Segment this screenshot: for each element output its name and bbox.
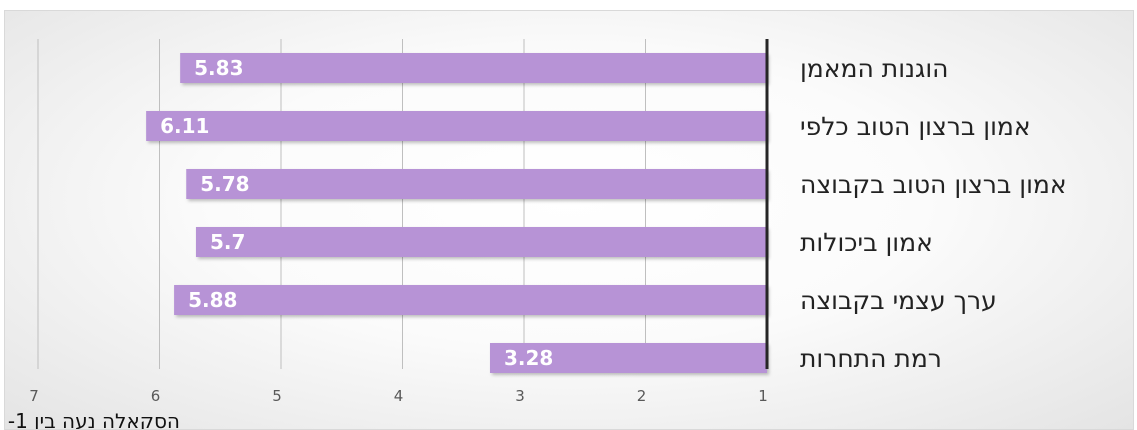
category-label: רמת התחרות — [800, 344, 942, 373]
x-tick-label: 2 — [637, 387, 647, 405]
x-tick-label: 3 — [515, 387, 525, 405]
tick-labels: 1 2 3 4 5 6 7 — [29, 387, 768, 405]
bar — [489, 343, 767, 373]
category-labels: הוגנות המאמן אמון ברצון הטוב כלפי אמון ברצ… — [800, 54, 1067, 373]
bar-value-label: 5.78 — [200, 172, 249, 196]
x-tick-label: 6 — [151, 387, 161, 405]
category-label: אמון ברצון הטוב בקבוצה — [800, 170, 1067, 199]
category-label: אמון ביכולות — [800, 228, 933, 257]
category-label: הוגנות המאמן — [800, 54, 948, 83]
bar — [146, 111, 767, 141]
bar — [195, 227, 767, 257]
x-tick-label: 4 — [394, 387, 404, 405]
bar — [186, 169, 768, 199]
bars: 5.83 6.11 5.78 5.7 5.88 3.28 — [146, 53, 768, 373]
chart-frame: 5.83 6.11 5.78 5.7 5.88 3.28 1 2 3 4 5 6 7 הוגנות ה… — [4, 10, 1134, 430]
category-label: אמון ברצון הטוב כלפי — [800, 112, 1031, 141]
x-tick-label: 1 — [758, 387, 768, 405]
bar — [180, 53, 767, 83]
bar — [174, 285, 767, 315]
category-label: ערך עצמי בקבוצה — [800, 286, 997, 315]
bar-value-label: 3.28 — [504, 346, 553, 370]
bar-value-label: 5.7 — [210, 230, 245, 254]
bar-chart: 5.83 6.11 5.78 5.7 5.88 3.28 1 2 3 4 5 6 7 הוגנות ה… — [5, 39, 1067, 429]
gridlines — [37, 39, 646, 369]
bar-value-label: 5.88 — [188, 288, 237, 312]
scale-note: הסקאלה נעה בין 1- נמוך מאד ל-7 גבוה מאד — [5, 409, 180, 429]
x-tick-label: 7 — [29, 387, 39, 405]
bar-value-label: 5.83 — [194, 56, 243, 80]
x-tick-label: 5 — [272, 387, 282, 405]
bar-value-label: 6.11 — [160, 114, 209, 138]
